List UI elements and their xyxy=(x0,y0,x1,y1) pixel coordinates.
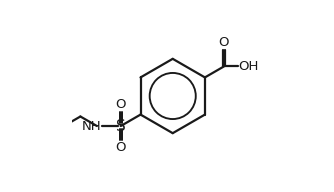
Text: O: O xyxy=(219,36,229,49)
Text: O: O xyxy=(116,141,126,154)
Text: NH: NH xyxy=(81,120,101,132)
Text: S: S xyxy=(116,118,126,133)
Text: OH: OH xyxy=(238,60,259,73)
Text: O: O xyxy=(116,98,126,111)
